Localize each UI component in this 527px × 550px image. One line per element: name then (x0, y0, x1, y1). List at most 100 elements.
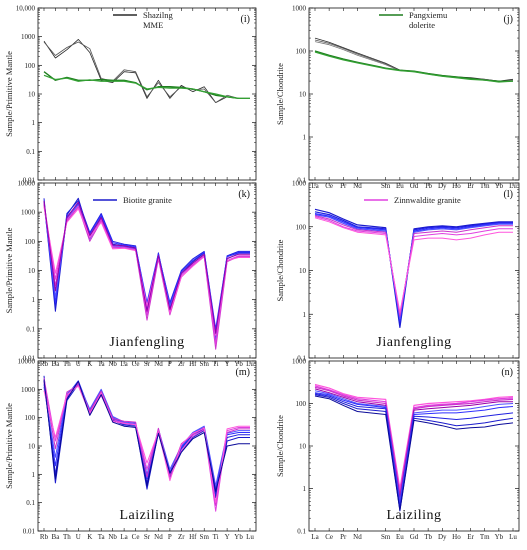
series-line (314, 217, 513, 313)
legend-entry: MME (143, 20, 163, 30)
y-tick-label: 10000 (18, 358, 36, 366)
plot-frame (37, 7, 257, 181)
y-tick-label: 1 (32, 471, 36, 479)
series-line (314, 215, 513, 317)
x-tick-label: Eu (396, 533, 404, 541)
plot-frame (308, 7, 520, 181)
series-line (314, 213, 513, 322)
y-tick-label: 0.1 (26, 148, 35, 156)
y-tick-label: 100 (25, 414, 36, 422)
y-tick-label: 1 (303, 485, 307, 493)
x-tick-label: Y (225, 533, 230, 541)
x-tick-label: La (120, 533, 128, 541)
y-tick-label: 10 (299, 443, 307, 451)
legend-entry: Pangxiemu (409, 10, 448, 20)
series-line (43, 201, 250, 334)
y-tick-label: 1 (303, 311, 307, 319)
y-axis-label: Sample/Chondrite (275, 239, 285, 301)
x-tick-label: Yb (495, 533, 504, 541)
series-line (314, 394, 514, 512)
y-tick-label: 0.01 (23, 355, 36, 363)
y-tick-label: 1000 (292, 358, 307, 366)
panel-tag: (l) (504, 189, 513, 200)
y-tick-label: 100 (296, 223, 307, 231)
x-tick-label: Nb (108, 533, 117, 541)
x-tick-label: Nd (154, 533, 163, 541)
series-line (314, 214, 513, 320)
x-tick-label: Er (467, 182, 474, 190)
y-tick-label: 0.01 (23, 528, 36, 536)
series-line (314, 386, 514, 496)
plot-frame (308, 182, 520, 359)
series-line (314, 211, 513, 325)
series-line (43, 41, 250, 103)
y-tick-label: 100 (25, 62, 36, 70)
x-tick-label: Pr (340, 182, 347, 190)
legend-entry: Biotite granite (123, 195, 172, 205)
y-axis-label: Sample/Chondrite (275, 63, 285, 125)
series-line (43, 74, 250, 100)
series-line (43, 382, 250, 506)
x-tick-label: Ce (325, 533, 333, 541)
series-line (314, 385, 514, 494)
series-line (43, 206, 250, 336)
panel-i: 0.01 0.1 1 10 100 1000 10,000 Sample/Primitive … (4, 5, 257, 185)
y-tick-label: 1 (32, 296, 36, 304)
x-tick-label: P (168, 533, 172, 541)
plot-frame (37, 360, 257, 532)
y-axis-label: Sample/Primitive Mantle (4, 51, 14, 137)
y-tick-label: 10 (299, 267, 307, 275)
x-tick-label: Tb (424, 533, 432, 541)
y-tick-label: 0.1 (297, 355, 306, 363)
panel-tag: (k) (238, 189, 250, 200)
y-tick-label: 100 (25, 238, 36, 246)
series-line (43, 71, 250, 100)
x-tick-label: Dy (438, 533, 447, 541)
legend-entry: Shazilng (143, 10, 173, 20)
x-tick-label: K (87, 533, 92, 541)
y-axis-label: Sample/Chondrite (275, 415, 285, 477)
x-tick-label: Zr (178, 360, 185, 368)
plot-frame (308, 360, 520, 532)
series-line (314, 208, 513, 328)
x-tick-label: Sr (144, 360, 151, 368)
series-line (43, 204, 250, 350)
y-tick-label: 10,000 (16, 5, 36, 13)
panel-tag: (j) (504, 14, 513, 25)
panel-n: 0.1 1 10 100 1000 La Ce Pr Nd Sm Eu Gd Tb Dy Ho Er Tm Yb L… (275, 358, 520, 541)
y-tick-label: 1000 (292, 180, 307, 188)
x-tick-label: Ho (452, 533, 461, 541)
y-tick-label: 100 (296, 400, 307, 408)
y-tick-label: 10 (28, 443, 36, 451)
x-tick-label: Tm (480, 533, 490, 541)
x-tick-label: Th (63, 533, 71, 541)
y-tick-label: 1000 (21, 209, 36, 217)
x-tick-label: Ta (98, 533, 106, 541)
y-tick-label: 0.1 (297, 177, 306, 185)
series-line (43, 39, 250, 103)
x-tick-label: Ba (52, 360, 61, 368)
x-tick-label: La (311, 533, 319, 541)
series-line (43, 379, 250, 492)
y-tick-label: 10000 (18, 180, 36, 188)
series-line (314, 383, 514, 490)
panel-tag: (i) (241, 14, 250, 25)
x-tick-label: La (120, 360, 128, 368)
x-tick-label: Pr (340, 533, 347, 541)
x-tick-label: Hf (189, 360, 197, 368)
x-tick-label: Zr (178, 533, 185, 541)
series-line (314, 216, 513, 315)
y-tick-label: 0.1 (26, 499, 35, 507)
y-tick-label: 1000 (21, 386, 36, 394)
series-line (314, 390, 514, 502)
legend-entry: Zinnwaldite granite (394, 195, 461, 205)
series-line (314, 51, 514, 83)
series-line (314, 395, 514, 512)
series-line (43, 383, 250, 487)
x-tick-label: Er (467, 533, 474, 541)
series-line (314, 392, 514, 506)
x-tick-label: Sr (144, 533, 151, 541)
